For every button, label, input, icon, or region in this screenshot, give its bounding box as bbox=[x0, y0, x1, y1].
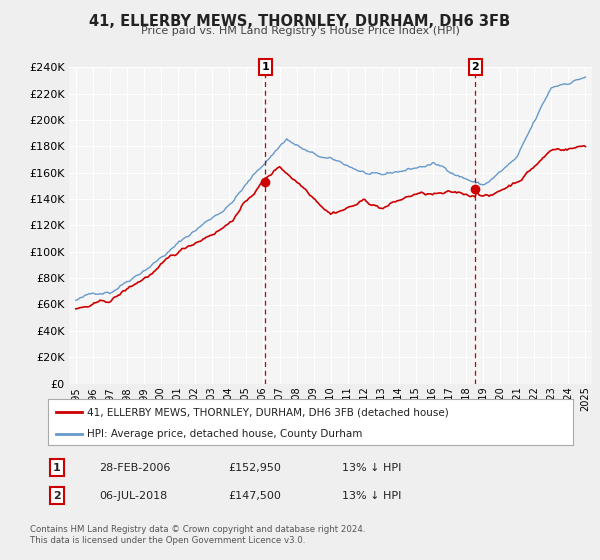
Text: £152,950: £152,950 bbox=[228, 463, 281, 473]
Text: 1: 1 bbox=[262, 62, 269, 72]
Text: 13% ↓ HPI: 13% ↓ HPI bbox=[342, 491, 401, 501]
Text: 1: 1 bbox=[53, 463, 61, 473]
Text: Price paid vs. HM Land Registry's House Price Index (HPI): Price paid vs. HM Land Registry's House … bbox=[140, 26, 460, 36]
Text: £147,500: £147,500 bbox=[228, 491, 281, 501]
Text: Contains HM Land Registry data © Crown copyright and database right 2024.
This d: Contains HM Land Registry data © Crown c… bbox=[30, 525, 365, 545]
Text: HPI: Average price, detached house, County Durham: HPI: Average price, detached house, Coun… bbox=[88, 429, 363, 438]
Text: 06-JUL-2018: 06-JUL-2018 bbox=[99, 491, 167, 501]
Text: 41, ELLERBY MEWS, THORNLEY, DURHAM, DH6 3FB (detached house): 41, ELLERBY MEWS, THORNLEY, DURHAM, DH6 … bbox=[88, 407, 449, 417]
Text: 2: 2 bbox=[53, 491, 61, 501]
Text: 2: 2 bbox=[471, 62, 479, 72]
Text: 13% ↓ HPI: 13% ↓ HPI bbox=[342, 463, 401, 473]
Text: 28-FEB-2006: 28-FEB-2006 bbox=[99, 463, 170, 473]
Text: 41, ELLERBY MEWS, THORNLEY, DURHAM, DH6 3FB: 41, ELLERBY MEWS, THORNLEY, DURHAM, DH6 … bbox=[89, 14, 511, 29]
